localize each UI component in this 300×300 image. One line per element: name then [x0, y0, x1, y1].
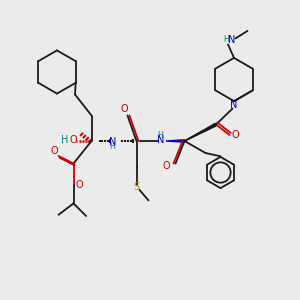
Text: H: H — [223, 35, 229, 44]
Text: O: O — [69, 135, 77, 146]
Text: N: N — [109, 136, 116, 147]
Text: O: O — [120, 104, 128, 114]
Text: O: O — [75, 180, 83, 190]
Polygon shape — [184, 123, 217, 141]
Text: N: N — [230, 100, 238, 110]
Text: O: O — [232, 130, 239, 140]
Text: H: H — [158, 130, 164, 140]
Text: O: O — [50, 146, 58, 157]
Text: O: O — [163, 161, 170, 171]
Text: H: H — [110, 142, 116, 151]
Polygon shape — [166, 140, 184, 142]
Text: N: N — [157, 135, 164, 145]
Text: S: S — [134, 182, 140, 192]
Text: H: H — [61, 135, 69, 146]
Text: N: N — [228, 35, 236, 45]
